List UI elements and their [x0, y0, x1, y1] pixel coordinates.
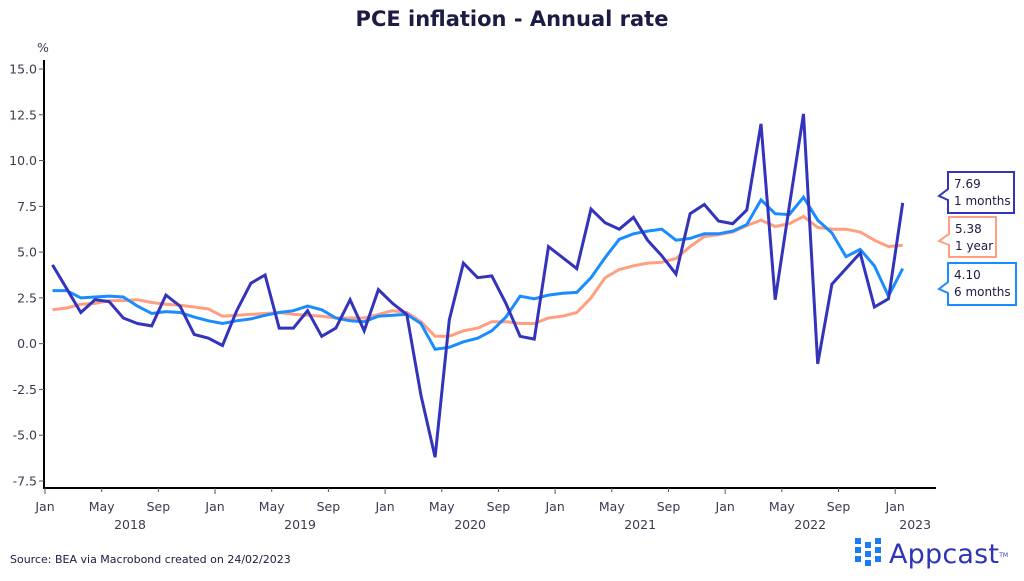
callout-box — [936, 216, 997, 258]
x-tick-label: Jan — [715, 499, 735, 514]
y-tick-label: -2.5 — [13, 382, 37, 397]
x-tick-label: Jan — [544, 499, 564, 514]
x-tick-label: Jan — [374, 499, 394, 514]
chart-title: PCE inflation - Annual rate — [356, 7, 669, 31]
logo-text: Appcast — [889, 539, 1000, 570]
y-axis: 15.0 12.5 10.0 7.5 5.0 2.5 0.0 -2.5 -5.0 -7.5 — [9, 60, 45, 489]
x-year-label: 2023 — [899, 517, 931, 532]
y-axis-unit-label: % — [37, 40, 49, 55]
callout-box — [937, 262, 1017, 306]
x-tick-label: Jan — [885, 499, 905, 514]
x-tick-label: May — [429, 499, 455, 514]
x-tick-label: May — [769, 499, 795, 514]
x-year-label: 2020 — [454, 517, 486, 532]
y-tick-label: 15.0 — [9, 62, 37, 77]
y-tick-label: 12.5 — [9, 107, 37, 122]
x-axis: Jan May Sep Jan May Sep Jan May Sep Jan May Sep Jan M… — [34, 487, 936, 532]
x-tick-label: Sep — [487, 499, 511, 514]
appcast-logo: Appcast TM — [855, 538, 1008, 572]
callout-value: 4.10 — [954, 268, 981, 282]
logo-grid-icon — [855, 538, 883, 572]
x-year-label: 2018 — [114, 517, 146, 532]
callout-value: 5.38 — [955, 222, 982, 236]
x-year-label: 2022 — [794, 517, 826, 532]
callout-1-months: 7.69 1 months — [937, 171, 1015, 214]
callouts: 7.69 1 months 5.38 1 year 4.10 6 months — [936, 171, 1017, 306]
callout-label: 1 year — [955, 239, 993, 253]
x-tick-label: May — [599, 499, 625, 514]
x-tick-label: Jan — [204, 499, 224, 514]
x-tick-label: May — [259, 499, 285, 514]
callout-6-months: 4.10 6 months — [937, 262, 1017, 306]
callout-label: 6 months — [954, 285, 1011, 299]
x-tick-label: Sep — [147, 499, 171, 514]
x-tick-label: Sep — [657, 499, 681, 514]
callout-box — [937, 171, 1015, 214]
x-tick-label: Jan — [34, 499, 54, 514]
x-tick-label: Sep — [317, 499, 341, 514]
y-tick-label: 2.5 — [17, 290, 37, 305]
y-tick-label: 10.0 — [9, 153, 37, 168]
x-tick-label: May — [89, 499, 115, 514]
x-year-label: 2019 — [284, 517, 316, 532]
y-tick-label: 7.5 — [17, 199, 37, 214]
series-lines — [51, 113, 905, 458]
x-year-label: 2021 — [624, 517, 656, 532]
logo-trademark: TM — [999, 551, 1009, 559]
series-line-1-months — [51, 113, 905, 458]
x-tick-label: Sep — [827, 499, 851, 514]
y-tick-label: -5.0 — [13, 428, 37, 443]
callout-label: 1 months — [954, 194, 1011, 208]
callout-1-year: 5.38 1 year — [936, 216, 997, 258]
source-note: Source: BEA via Macrobond created on 24/… — [10, 553, 291, 566]
y-tick-label: 0.0 — [17, 336, 37, 351]
series-line-6-months — [52, 194, 905, 351]
y-tick-label: -7.5 — [13, 474, 37, 489]
y-tick-label: 5.0 — [17, 245, 37, 260]
callout-value: 7.69 — [954, 177, 981, 191]
